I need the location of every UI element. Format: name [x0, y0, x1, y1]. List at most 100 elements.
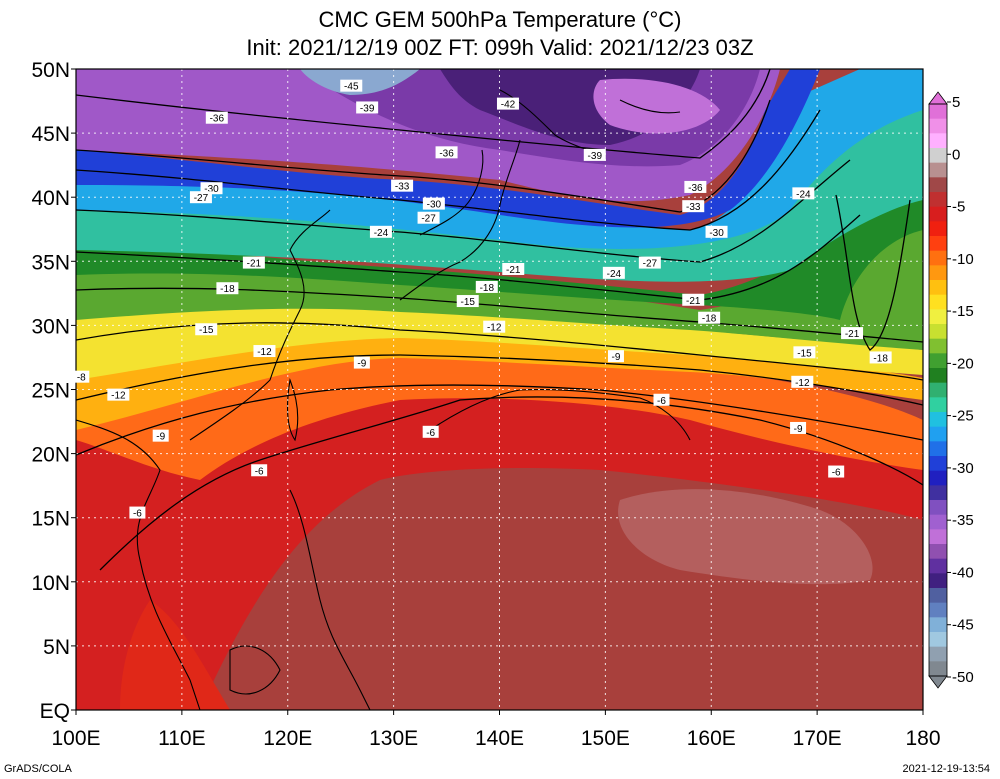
colorbar-swatch: [929, 544, 947, 560]
contour-label-bg: [353, 356, 370, 369]
colorbar-swatch: [929, 382, 947, 398]
contour-label-text: -6: [657, 396, 666, 407]
contour-label-bg: [682, 200, 705, 213]
contour-label-text: -15: [199, 325, 214, 336]
x-tick-label: 170E: [793, 727, 842, 750]
colorbar-swatch: [929, 104, 947, 120]
colorbar-swatch: [929, 206, 947, 222]
colorbar-label: -5: [952, 199, 965, 216]
colorbar-swatch: [929, 441, 947, 457]
contour-label: -27: [417, 211, 440, 225]
contour-label: -27: [638, 256, 661, 270]
contour-label: -36: [684, 180, 707, 194]
contour-label-bg: [705, 225, 728, 238]
contour-label-text: -30: [709, 228, 724, 239]
contour-label-text: -24: [796, 189, 811, 200]
contour-label: -21: [502, 262, 525, 276]
x-tick-label: 150E: [581, 727, 630, 750]
x-tick-label: 100E: [51, 727, 100, 750]
lat-lon-grid: [76, 69, 923, 710]
contour-label-bg: [129, 506, 146, 519]
colorbar-swatch: [929, 294, 947, 310]
contour-label: -21: [682, 293, 705, 307]
colorbar-swatch: [929, 485, 947, 501]
cyan-band: [76, 69, 923, 249]
colorbar-top-arrow: [928, 91, 948, 105]
dark-green-band: [76, 170, 923, 320]
colorbar-swatch: [929, 118, 947, 134]
contour-label-bg: [422, 425, 439, 438]
colorbar-swatch: [929, 617, 947, 633]
contour-label: -9: [790, 421, 807, 435]
contour-label-bg: [456, 295, 479, 308]
y-tick-label: 5N: [43, 636, 70, 659]
contour-label-text: -24: [374, 228, 389, 239]
contour-label-bg: [195, 323, 218, 336]
teal-band: [76, 100, 923, 282]
y-tick-label: 30N: [31, 315, 70, 338]
colorbar-swatch: [929, 514, 947, 530]
colorbar-swatch: [929, 148, 947, 164]
y-tick-label: 35N: [31, 251, 70, 274]
contour-label-bg: [422, 197, 445, 210]
contour-label-bg: [391, 179, 414, 192]
contour-label-text: -15: [797, 348, 812, 359]
timestamp-text: 2021-12-19-13:54: [902, 763, 990, 775]
contour-label-text: -36: [439, 148, 454, 159]
contour-label: -42: [496, 97, 519, 111]
contour-label: -6: [422, 425, 439, 439]
colorbar-label: -40: [952, 564, 974, 581]
contour-label-text: -18: [702, 314, 717, 325]
colorbar-swatch: [929, 646, 947, 662]
contour-label-text: -12: [257, 347, 272, 358]
contour-label-text: -6: [832, 468, 841, 479]
colorbar-swatch: [929, 177, 947, 193]
contour-label-text: -27: [421, 214, 436, 225]
contour-label: -33: [391, 179, 414, 193]
contour-label: -6: [828, 465, 845, 479]
y-tick-label: 50N: [31, 59, 70, 82]
contour-label-text: -33: [395, 182, 410, 193]
contour-label-bg: [792, 187, 815, 200]
axes: 100E 110E 120E 130E 140E 150E 160E 170E 180 EQ 5N 1…: [31, 59, 940, 750]
colorbar-swatch: [929, 470, 947, 486]
colorbar-swatch: [929, 324, 947, 340]
contour-label-bg: [790, 421, 807, 434]
contour-label-text: -21: [686, 296, 701, 307]
colorbar-swatch: [929, 588, 947, 604]
contour-label: -36: [205, 111, 228, 125]
contour-label-text: -30: [204, 184, 219, 195]
colorbar-swatch: [929, 250, 947, 266]
colorbar-swatch: [929, 338, 947, 354]
contour-label: -30: [705, 225, 728, 239]
colorbar-swatch: [929, 133, 947, 149]
colorbar-label: 5: [952, 94, 960, 111]
contour-label-text: -39: [360, 103, 375, 114]
colorbar-label: -10: [952, 251, 974, 268]
colorbar-swatch: [929, 162, 947, 178]
colorbar-swatch: [929, 236, 947, 252]
colorbar-frame: [928, 103, 948, 677]
contour-label: -18: [475, 280, 498, 294]
contour-label-bg: [205, 111, 228, 124]
x-tick-label: 130E: [369, 727, 418, 750]
y-tick-label: 10N: [31, 572, 70, 595]
contour-label-text: -18: [480, 283, 495, 294]
contour-label: -6: [653, 393, 670, 407]
colorbar-swatch: [929, 529, 947, 545]
contour-label: -12: [791, 375, 814, 389]
contour-label-bg: [602, 266, 625, 279]
contour-label-bg: [841, 327, 864, 340]
contour-label-text: -27: [194, 193, 209, 204]
colorbar-label: -30: [952, 460, 974, 477]
contour-label-text: -30: [427, 200, 442, 211]
contour-label-text: -18: [873, 353, 888, 364]
colorbar-label: -50: [952, 669, 974, 686]
contour-label-text: -18: [220, 284, 235, 295]
pale-patch: [618, 489, 873, 585]
contour-label: -12: [483, 320, 506, 334]
contour-label-bg: [502, 262, 525, 275]
map-subtitle: Init: 2021/12/19 00Z FT: 099h Valid: 202…: [246, 35, 754, 60]
colorbar-label: 0: [952, 146, 960, 163]
